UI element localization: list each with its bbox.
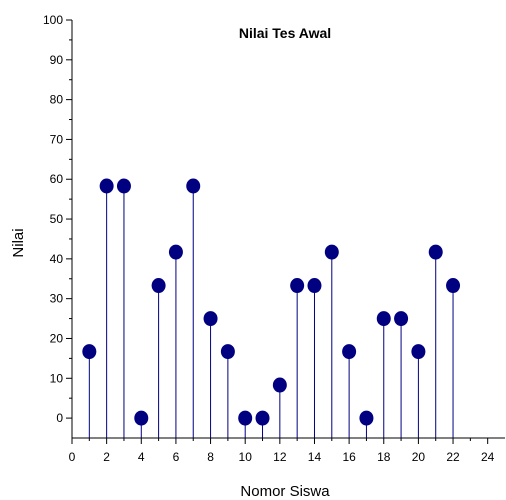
x-tick-label: 20 — [412, 450, 426, 464]
data-point — [359, 410, 374, 426]
y-tick-label: 80 — [50, 93, 64, 107]
x-tick-label: 18 — [377, 450, 391, 464]
x-tick-label: 14 — [308, 450, 322, 464]
chart-title: Nilai Tes Awal — [239, 25, 331, 41]
markers — [82, 178, 461, 426]
data-point — [82, 344, 97, 360]
y-tick-label: 10 — [50, 371, 64, 385]
y-tick-label: 40 — [50, 252, 64, 266]
data-point — [290, 278, 305, 294]
y-tick-label: 60 — [50, 172, 64, 186]
x-tick-label: 2 — [103, 450, 110, 464]
x-tick-label: 0 — [69, 450, 76, 464]
data-point — [134, 410, 149, 426]
x-tick-label: 4 — [138, 450, 145, 464]
x-tick-label: 24 — [481, 450, 495, 464]
y-axis-title: Nilai — [10, 228, 27, 257]
y-tick-label: 20 — [50, 331, 64, 345]
data-point — [446, 278, 461, 294]
x-tick-label: 22 — [446, 450, 460, 464]
data-point — [238, 410, 253, 426]
x-tick-label: 8 — [207, 450, 214, 464]
data-point — [428, 244, 443, 260]
x-tick-label: 10 — [239, 450, 253, 464]
data-point — [342, 344, 357, 360]
x-tick-label: 6 — [173, 450, 180, 464]
data-point — [168, 244, 183, 260]
y-tick-label: 0 — [56, 411, 63, 425]
data-point — [186, 178, 201, 194]
y-tick-label: 50 — [50, 212, 64, 226]
data-point — [411, 344, 426, 360]
y-tick-label: 30 — [50, 292, 64, 306]
data-point — [324, 244, 339, 260]
data-point — [307, 278, 322, 294]
data-point — [376, 311, 391, 327]
data-point — [203, 311, 218, 327]
x-tick-label: 16 — [342, 450, 356, 464]
x-axis-title: Nomor Siswa — [240, 483, 330, 500]
data-point — [116, 178, 131, 194]
data-point — [151, 278, 166, 294]
data-point — [220, 344, 235, 360]
data-point — [255, 410, 270, 426]
y-tick-label: 90 — [50, 53, 64, 67]
stems — [88, 186, 454, 438]
data-point — [272, 377, 287, 393]
data-point — [99, 178, 114, 194]
data-point — [394, 311, 409, 327]
y-tick-label: 70 — [50, 132, 64, 146]
y-tick-label: 100 — [43, 13, 63, 27]
x-tick-label: 12 — [273, 450, 287, 464]
